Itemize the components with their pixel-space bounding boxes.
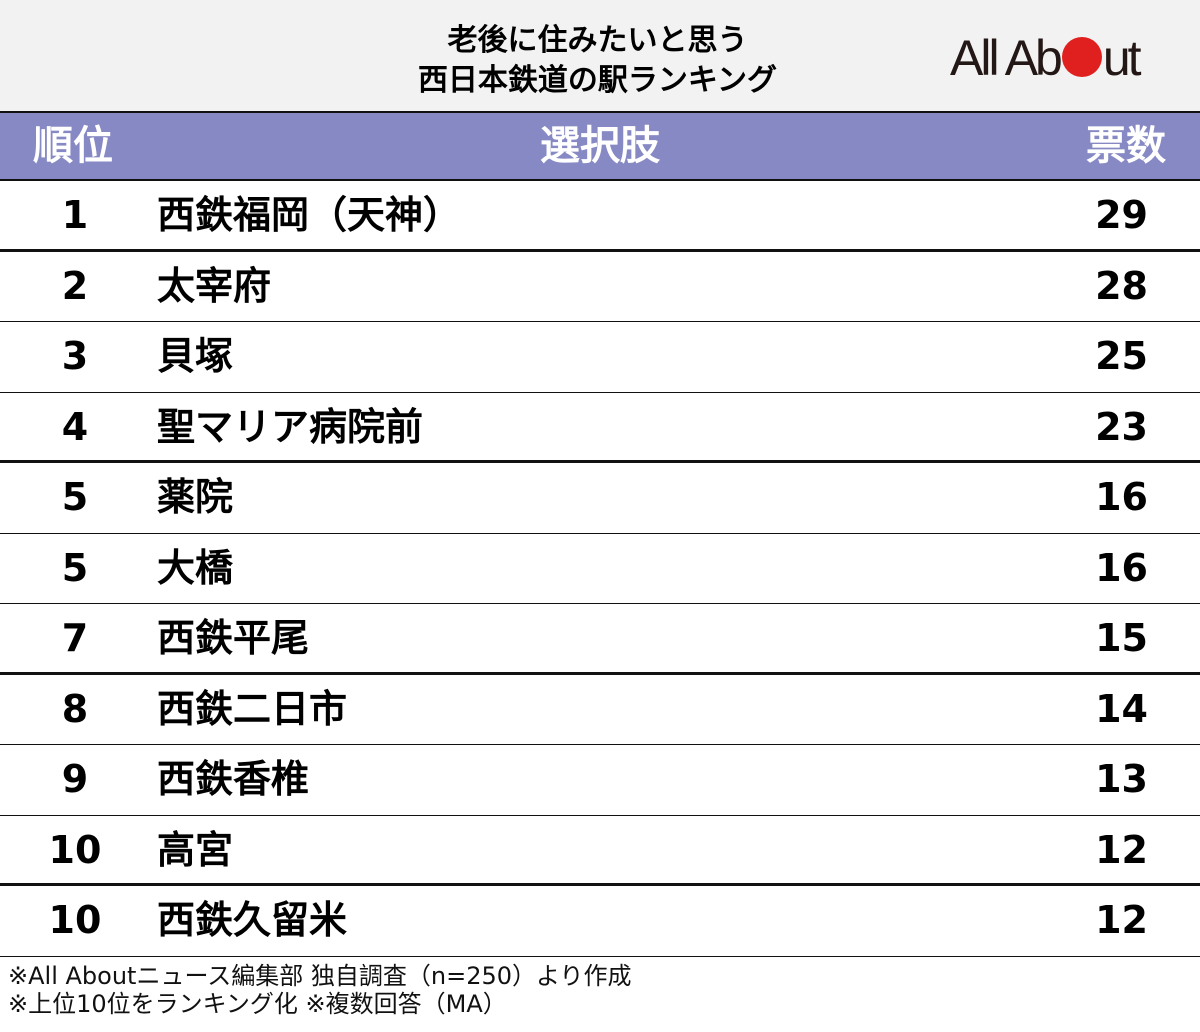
header-rank: 順位 [33,123,113,169]
station-name-cell: 薬院 [157,475,234,519]
table-row: 10 西鉄久留米 12 [0,886,1200,957]
rank-cell: 5 [61,545,89,590]
table-row: 4 聖マリア病院前 23 [0,393,1200,463]
ranking-table: 1 西鉄福岡（天神） 29 2 太宰府 28 3 貝塚 25 4 聖マリア病院前… [0,181,1200,957]
table-row: 7 西鉄平尾 15 [0,604,1200,675]
votes-cell: 23 [1095,404,1148,449]
votes-cell: 29 [1095,193,1148,237]
footnote-source: ※All Aboutニュース編集部 独自調査（n=250）より作成 [8,962,632,990]
table-row: 5 薬院 16 [0,463,1200,534]
station-name-cell: 西鉄福岡（天神） [157,193,462,237]
header-votes: 票数 [1086,123,1166,169]
title-line-1: 老後に住みたいと思う [447,23,748,58]
title-area: 老後に住みたいと思う 西日本鉄道の駅ランキング All Ab ut [0,0,1200,111]
table-row: 9 西鉄香椎 13 [0,745,1200,816]
station-name-cell: 西鉄二日市 [157,686,348,731]
votes-cell: 12 [1095,827,1148,872]
votes-cell: 16 [1095,545,1148,590]
station-name-cell: 聖マリア病院前 [157,404,424,449]
votes-cell: 28 [1095,263,1148,308]
votes-cell: 25 [1095,334,1148,378]
logo-text-start: All Ab [950,30,1063,86]
rank-cell: 4 [61,404,89,449]
votes-cell: 16 [1095,475,1148,519]
station-name-cell: 西鉄香椎 [157,757,310,801]
table-row: 3 貝塚 25 [0,322,1200,393]
station-name-cell: 西鉄平尾 [157,616,310,660]
station-name-cell: 大橋 [157,545,234,590]
rank-cell: 7 [61,616,89,660]
rank-cell: 2 [61,263,89,308]
logo-text-end: ut [1102,30,1142,86]
votes-cell: 13 [1095,757,1148,801]
station-name-cell: 貝塚 [157,334,234,378]
votes-cell: 14 [1095,686,1148,731]
station-name-cell: 高宮 [157,827,234,872]
rank-cell: 10 [48,898,102,942]
title-line-2: 西日本鉄道の駅ランキング [417,63,778,98]
table-header: 選択肢 順位 票数 [0,111,1200,181]
rank-cell: 8 [61,686,89,731]
station-name-cell: 西鉄久留米 [157,898,348,942]
table-row: 2 太宰府 28 [0,252,1200,322]
table-row: 1 西鉄福岡（天神） 29 [0,181,1200,252]
rank-cell: 9 [61,757,89,801]
table-row: 10 高宮 12 [0,816,1200,886]
table-row: 5 大橋 16 [0,534,1200,604]
table-row: 8 西鉄二日市 14 [0,675,1200,745]
logo-red-dot-icon [1061,37,1102,77]
votes-cell: 12 [1095,898,1148,942]
station-name-cell: 太宰府 [157,263,272,308]
footnotes: ※All Aboutニュース編集部 独自調査（n=250）より作成 ※上位10位… [8,962,632,1018]
header-choice: 選択肢 [540,123,660,169]
rank-cell: 1 [61,193,89,237]
votes-cell: 15 [1095,616,1148,660]
footnote-method: ※上位10位をランキング化 ※複数回答（MA） [8,990,507,1018]
allabout-logo: All Ab ut [950,30,1142,86]
rank-cell: 5 [61,475,89,519]
rank-cell: 3 [61,334,89,378]
rank-cell: 10 [48,827,102,872]
